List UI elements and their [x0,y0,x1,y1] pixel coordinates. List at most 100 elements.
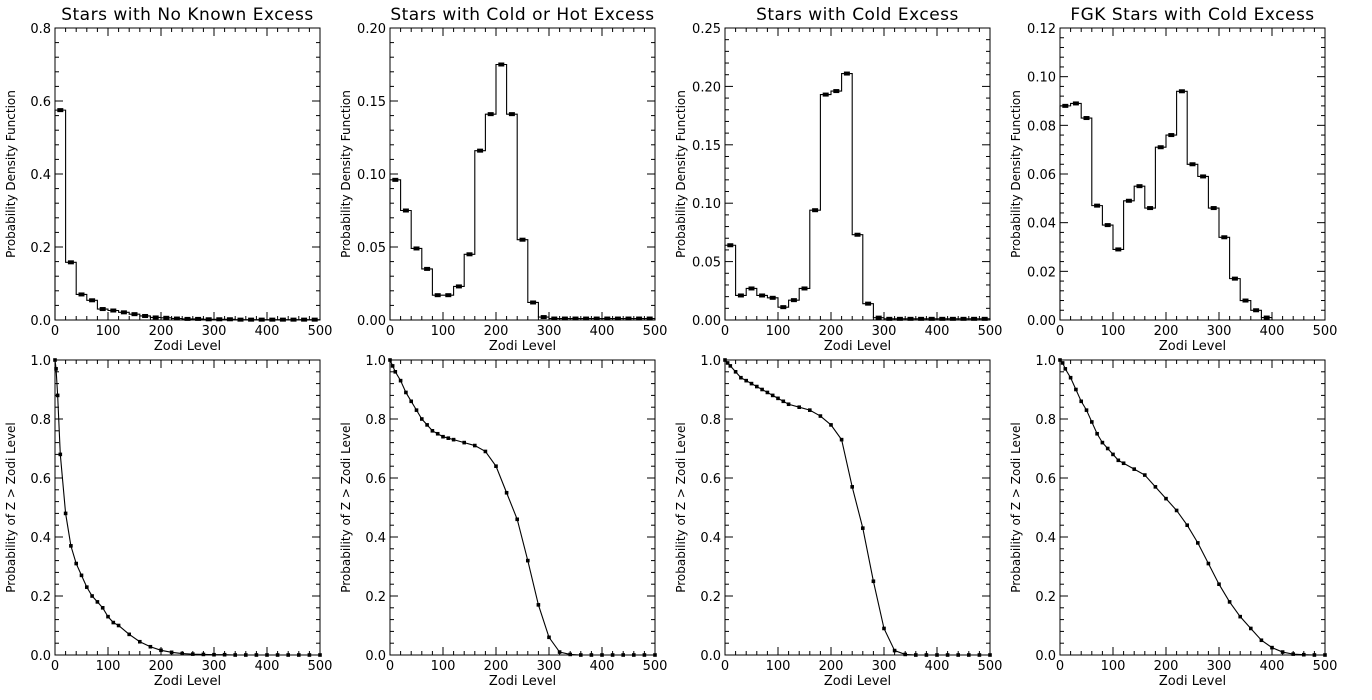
bin-marker [392,177,399,182]
data-point [1196,541,1200,545]
data-point [547,635,551,640]
plot-frame [1059,359,1326,656]
data-point [462,440,466,445]
data-point [1068,375,1073,380]
plot-frame [724,359,991,656]
data-point [557,650,562,654]
histogram-steps [389,63,656,320]
bin-marker [1147,206,1154,211]
x-tick-label: 400 [590,659,615,674]
x-tick-label: 0 [1056,324,1064,339]
bin-marker [205,317,212,322]
y-axis-label: Probability Density Function [1009,90,1023,258]
bin-marker [646,316,653,321]
data-point [473,443,477,448]
data-point [924,653,929,657]
bin-marker [572,316,579,321]
x-tick-label: 300 [1207,659,1232,674]
bin-marker [89,298,96,303]
bin-marker [949,316,956,321]
bin-marker [1242,298,1249,303]
data-point [1302,652,1306,657]
data-point [1323,653,1327,657]
x-tick-label: 400 [925,324,950,339]
data-point [882,626,886,631]
plot-frame [54,359,321,656]
bin-marker [1062,103,1069,108]
data-point [201,652,206,657]
data-point [286,653,290,657]
data-point [441,434,445,439]
data-point [90,594,94,598]
y-tick-label: 0.20 [692,80,721,95]
y-tick-label: 0.6 [30,95,51,110]
data-point [430,429,435,433]
bin-marker [875,315,882,320]
x-tick-label: 400 [255,324,280,339]
bin-marker [939,316,946,321]
y-tick-label: 0.06 [1027,168,1056,183]
bin-marker [477,148,484,153]
data-point [839,437,844,442]
data-point [212,652,216,657]
data-point [589,653,594,657]
bin-marker [434,293,441,298]
data-point [483,449,488,454]
data-point [191,652,195,656]
y-tick-label: 0.00 [1027,314,1056,329]
data-point [148,644,153,649]
data-point [733,370,738,374]
bin-marker [498,62,505,67]
data-point [977,653,982,657]
data-point [55,393,60,398]
bin-marker [981,316,988,321]
data-point [275,653,280,657]
data-point [515,517,519,522]
data-point [1116,458,1121,463]
y-axis-label: Probability of Z > Zodi Level [674,422,688,593]
bin-marker [928,316,935,321]
bin-marker [833,89,840,94]
bin-marker [1083,116,1090,121]
data-point [903,652,907,657]
bin-marker [918,316,925,321]
x-tick-label: 300 [872,659,897,674]
data-point [1105,446,1110,451]
bin-marker [402,208,409,213]
y-tick-label: 0.02 [1027,265,1056,280]
y-tick-label: 0.04 [1027,217,1056,232]
bin-marker [279,317,286,322]
bin-marker [258,317,265,322]
x-tick-label: 100 [766,324,791,339]
x-tick-label: 0 [386,659,394,674]
bin-marker [1157,145,1164,150]
data-point [404,390,408,395]
y-axis-label: Probability Density Function [4,90,18,258]
x-axis-label: Zodi Level [1159,674,1226,689]
y-tick-label: 1.0 [30,354,51,369]
data-point [1090,420,1094,424]
panel-5: 0 100 200 300 400 500 0.0 0.2 0.4 0.6 0.8 1.0 Zodi L… [4,354,332,689]
x-tick-label: 400 [925,659,950,674]
data-point [723,358,727,362]
x-tick-label: 200 [819,324,844,339]
data-point [653,653,657,657]
data-point [1270,645,1274,650]
bin-marker [614,316,621,321]
x-tick-label: 400 [1260,659,1285,674]
bin-marker [780,305,787,310]
y-tick-label: 0.10 [1027,71,1056,86]
bin-marker [1253,308,1260,313]
data-point [222,652,227,657]
bin-marker [1094,203,1101,208]
bin-marker [1210,206,1217,211]
data-point [63,511,68,516]
data-point [446,436,451,440]
bin-marker [971,316,978,321]
data-point [85,585,89,589]
plot-frame [389,359,656,656]
data-point [829,423,833,427]
y-tick-label: 0.8 [30,22,51,37]
bin-marker [1125,198,1132,203]
data-point [1143,473,1147,477]
